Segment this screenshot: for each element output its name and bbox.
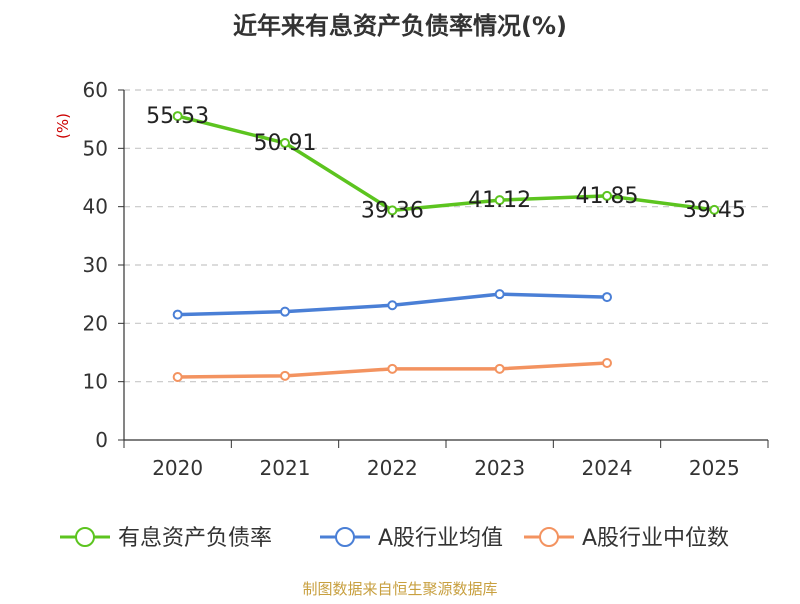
data-point [494, 363, 505, 374]
x-tick-label: 2022 [367, 456, 418, 480]
data-point [280, 138, 290, 149]
x-tick-label: 2025 [689, 456, 740, 480]
chart-title: 近年来有息资产负债率情况(%) [233, 12, 567, 40]
x-tick-label: 2021 [260, 456, 311, 480]
x-tick-label: 2023 [474, 456, 525, 480]
data-point [172, 372, 183, 382]
data-point [280, 370, 290, 381]
data-label: 41.85 [576, 184, 639, 209]
data-label: 39.45 [683, 198, 746, 223]
data-label: 55.53 [146, 104, 209, 129]
data-point [602, 292, 612, 303]
legend-marker-icon [335, 527, 355, 547]
legend-item[interactable]: A股行业中位数 [524, 526, 729, 551]
data-point [602, 358, 612, 368]
legend-item[interactable]: A股行业均值 [320, 526, 503, 551]
legend-item[interactable]: 有息资产负债率 [60, 526, 272, 551]
data-label: 39.36 [361, 198, 424, 223]
legend-marker-icon [75, 527, 95, 547]
data-point [172, 309, 183, 320]
x-tick-label: 2020 [152, 456, 203, 480]
y-tick-label: 50 [83, 136, 108, 160]
data-point [387, 300, 398, 311]
y-tick-label: 0 [95, 428, 108, 452]
y-tick-label: 10 [83, 370, 108, 394]
x-tick-label: 2024 [582, 456, 633, 480]
data-point [280, 306, 290, 317]
y-axis-label: (%) [54, 113, 72, 139]
y-tick-label: 30 [83, 253, 108, 277]
data-label: 41.12 [468, 188, 531, 213]
legend-label: A股行业中位数 [582, 526, 729, 551]
y-tick-label: 20 [83, 311, 108, 335]
data-point [494, 195, 505, 206]
legend-label: 有息资产负债率 [118, 526, 272, 551]
gridlines [124, 89, 768, 383]
data-label: 50.91 [254, 131, 317, 156]
series [172, 111, 720, 382]
y-tick-label: 40 [83, 195, 108, 219]
legend-label: A股行业均值 [378, 526, 503, 551]
series-line [175, 114, 717, 213]
data-point [494, 289, 505, 300]
data-point [387, 205, 398, 216]
y-tick-label: 60 [83, 78, 108, 102]
axes: 0 10 20 30 40 50 60 2020 2021 2022 2023 2024 2025 [83, 78, 769, 480]
source-note: 制图数据来自恒生聚源数据库 [302, 580, 497, 598]
legend-marker-icon [539, 527, 559, 547]
data-point [387, 363, 398, 374]
data-point [172, 111, 183, 122]
data-point [602, 190, 612, 201]
data-point [709, 204, 720, 215]
legend[interactable]: 有息资产负债率 A股行业均值 A股行业中位数 [60, 526, 729, 551]
data-labels: 55.53 50.91 39.36 41.12 41.85 39.45 [146, 104, 746, 223]
